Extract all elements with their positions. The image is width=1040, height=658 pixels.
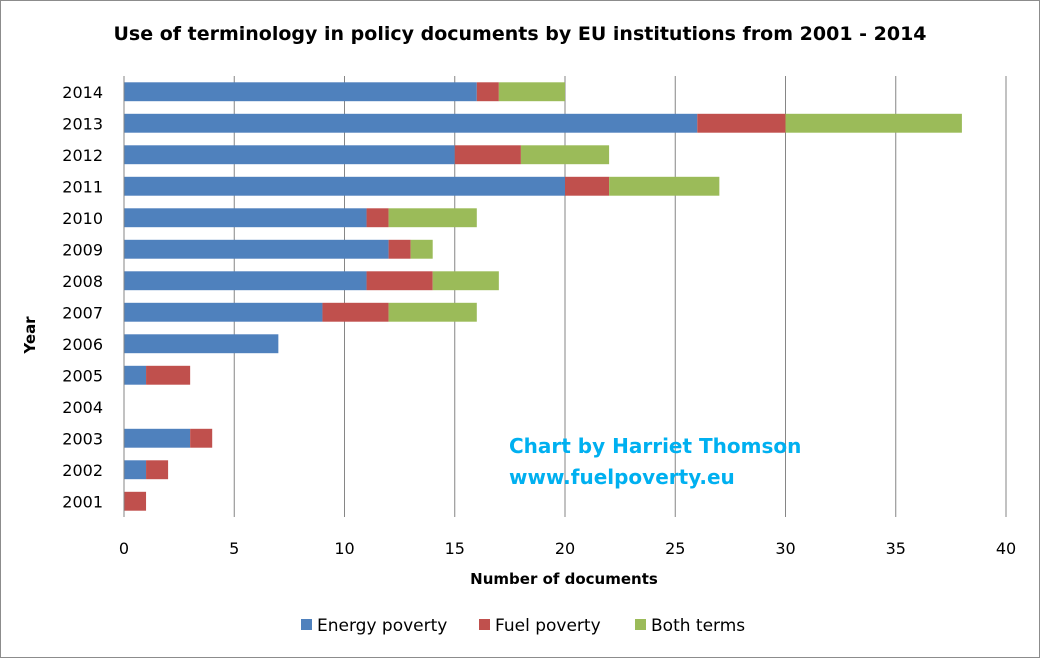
y-tick-label: 2003 <box>62 429 103 448</box>
bar-segment <box>697 113 786 133</box>
bars <box>124 82 962 511</box>
bar-segment <box>124 334 279 354</box>
chart-title: Use of terminology in policy documents b… <box>113 23 926 45</box>
bar-segment <box>124 428 191 448</box>
credit-line-2[interactable]: www.fuelpoverty.eu <box>509 465 735 489</box>
x-tick-label: 40 <box>996 539 1016 558</box>
legend-label: Energy poverty <box>317 616 447 636</box>
y-tick-label: 2005 <box>62 366 103 385</box>
legend-label: Both terms <box>651 616 745 636</box>
x-tick-label: 5 <box>229 539 239 558</box>
bar-segment <box>124 82 477 102</box>
y-tick-label: 2010 <box>62 209 103 228</box>
y-tick-label: 2004 <box>62 398 103 417</box>
bar-segment <box>124 491 147 511</box>
bar-segment <box>609 176 720 196</box>
legend-swatch <box>479 619 490 630</box>
bar-segment <box>124 145 455 165</box>
bar-segment <box>498 82 565 102</box>
y-tick-label: 2014 <box>62 83 103 102</box>
y-tick-label: 2006 <box>62 335 103 354</box>
bar-segment <box>124 365 147 385</box>
bar-segment <box>190 428 213 448</box>
bar-segment <box>124 271 367 291</box>
bar-segment <box>476 82 499 102</box>
bar-segment <box>410 239 433 259</box>
y-tick-label: 2013 <box>62 114 103 133</box>
bar-segment <box>322 302 389 322</box>
legend-item: Both terms <box>635 616 745 636</box>
bar-segment <box>124 460 147 480</box>
x-tick-labels: 0 5 10 15 20 25 30 35 40 <box>119 539 1016 558</box>
y-axis-title: Year <box>21 316 39 355</box>
bar-segment <box>432 271 499 291</box>
y-tick-label: 2009 <box>62 240 103 259</box>
y-tick-label: 2007 <box>62 303 103 322</box>
x-tick-label: 0 <box>119 539 129 558</box>
legend-item: Energy poverty <box>301 616 447 636</box>
bar-segment <box>124 113 698 133</box>
bar-segment <box>124 208 367 228</box>
legend: Energy poverty Fuel poverty Both terms <box>301 616 745 636</box>
legend-item: Fuel poverty <box>479 616 601 636</box>
bar-segment <box>124 176 565 196</box>
x-tick-label: 15 <box>445 539 465 558</box>
x-axis-title: Number of documents <box>470 570 658 588</box>
legend-swatch <box>635 619 646 630</box>
bar-segment <box>124 239 389 259</box>
bar-segment <box>785 113 962 133</box>
bar-segment <box>520 145 610 165</box>
y-tick-label: 2001 <box>62 492 103 511</box>
x-tick-label: 35 <box>886 539 906 558</box>
y-tick-label: 2008 <box>62 272 103 291</box>
bar-segment <box>388 208 477 228</box>
bar-segment <box>366 208 389 228</box>
legend-label: Fuel poverty <box>495 616 601 636</box>
x-tick-label: 10 <box>334 539 354 558</box>
bar-segment <box>146 460 169 480</box>
legend-swatch <box>301 619 312 630</box>
bar-segment <box>146 365 191 385</box>
credit-line-1: Chart by Harriet Thomson <box>509 434 801 458</box>
x-tick-label: 20 <box>555 539 575 558</box>
x-tick-label: 25 <box>665 539 685 558</box>
y-tick-label: 2012 <box>62 146 103 165</box>
bar-segment <box>565 176 610 196</box>
y-tick-label: 2011 <box>62 177 103 196</box>
bar-segment <box>124 302 323 322</box>
x-tick-label: 30 <box>775 539 795 558</box>
y-tick-labels: 2014 2013 2012 2011 2010 2009 2008 2007 2006 2005… <box>62 83 103 512</box>
y-tick-label: 2002 <box>62 461 103 480</box>
bar-segment <box>388 239 411 259</box>
bar-segment <box>366 271 433 291</box>
bar-segment <box>388 302 477 322</box>
bar-segment <box>454 145 521 165</box>
